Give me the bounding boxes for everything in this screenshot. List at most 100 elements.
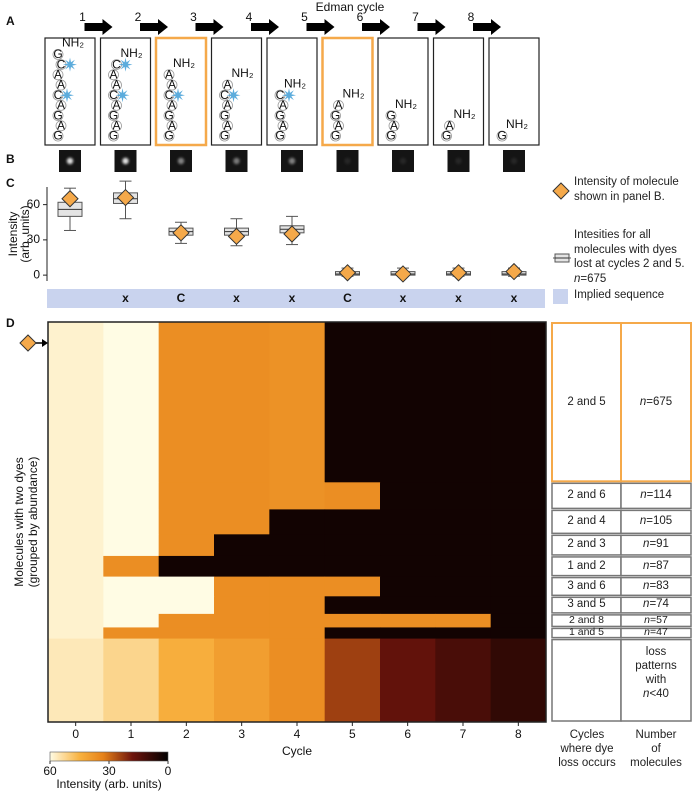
table-cell bbox=[620, 576, 692, 597]
table-cycles: 1 and 2 bbox=[567, 559, 606, 572]
residue: C bbox=[109, 88, 118, 102]
heatmap-cell bbox=[48, 596, 104, 615]
x-tick-label: 4 bbox=[294, 727, 301, 741]
residue: A bbox=[445, 118, 453, 132]
dye-star bbox=[63, 57, 77, 72]
heatmap-cell bbox=[435, 638, 492, 723]
dye-star bbox=[282, 88, 296, 103]
residue: G bbox=[53, 47, 62, 61]
residue-circle bbox=[496, 130, 508, 142]
heatmap-cell bbox=[324, 555, 381, 577]
residue: A bbox=[223, 78, 231, 92]
residue: A bbox=[54, 67, 62, 81]
highlight-point bbox=[172, 224, 190, 242]
residue-circle bbox=[163, 69, 175, 81]
residue: A bbox=[57, 98, 65, 112]
heatmap-cell bbox=[490, 576, 547, 597]
heatmap-cell bbox=[48, 322, 104, 483]
heatmap-cell bbox=[48, 555, 104, 577]
residue: G bbox=[53, 108, 62, 122]
table-count: n=87 bbox=[643, 559, 669, 572]
implied-residue: C bbox=[177, 291, 186, 305]
molecule-spot bbox=[455, 157, 462, 165]
residue-circle bbox=[111, 100, 122, 111]
table-header: Cycles bbox=[569, 729, 605, 741]
heatmap-cell bbox=[380, 627, 436, 639]
residue: A bbox=[223, 98, 231, 112]
residue-circle bbox=[166, 120, 178, 132]
highlight-point bbox=[449, 264, 468, 282]
cycle-number: 1 bbox=[79, 10, 86, 24]
cycle-arrow bbox=[473, 19, 501, 35]
heatmap-cell bbox=[324, 576, 381, 597]
heatmap-cell bbox=[158, 509, 215, 535]
residue-circle bbox=[52, 110, 64, 121]
heatmap-cell bbox=[435, 596, 492, 615]
residue: A bbox=[112, 118, 120, 132]
heatmap-cell bbox=[214, 509, 270, 535]
residue-circle bbox=[55, 100, 67, 111]
residue-circle bbox=[111, 120, 122, 132]
heatmap-cell bbox=[324, 627, 381, 639]
residue-circle bbox=[219, 130, 230, 142]
heatmap-cell bbox=[269, 596, 326, 615]
residue: C bbox=[165, 88, 174, 102]
molecule-spot bbox=[233, 157, 240, 165]
residue: G bbox=[220, 129, 229, 143]
heatmap-cell bbox=[490, 613, 547, 628]
legend-text: shown in panel B. bbox=[574, 191, 665, 203]
heatmap-cell bbox=[324, 613, 381, 628]
heatmap-cell bbox=[435, 576, 492, 597]
heatmap-cell bbox=[158, 322, 215, 483]
panel-label: B bbox=[6, 152, 15, 166]
residue: G bbox=[164, 108, 173, 122]
residue: A bbox=[57, 118, 65, 132]
y-axis-label: Molecules with two dyes bbox=[12, 457, 26, 586]
heatmap-cell bbox=[214, 613, 270, 628]
residue-circle bbox=[163, 130, 175, 142]
colorbar bbox=[49, 751, 169, 762]
x-tick-label: 1 bbox=[128, 727, 135, 741]
heatmap-cell bbox=[269, 482, 326, 510]
heatmap-cell bbox=[158, 613, 215, 628]
peptide-box bbox=[210, 37, 263, 146]
heatmap-cell bbox=[103, 534, 160, 557]
residue-circle bbox=[108, 110, 119, 121]
implied-residue: x bbox=[511, 291, 518, 305]
residue-circle bbox=[52, 49, 64, 60]
heatmap-cell bbox=[48, 613, 104, 628]
heatmap-cell bbox=[490, 596, 547, 615]
heatmap-cell bbox=[435, 482, 492, 510]
residue: G bbox=[275, 108, 284, 122]
heatmap-cell bbox=[324, 482, 381, 510]
heatmap-cell bbox=[214, 576, 270, 597]
colorbar-tick-label: 0 bbox=[165, 764, 172, 778]
cycle-number: 5 bbox=[301, 10, 308, 24]
heatmap-cell bbox=[214, 627, 270, 639]
highlight-point bbox=[394, 265, 412, 283]
table-cell bbox=[620, 509, 692, 535]
table-header: of bbox=[651, 743, 661, 755]
residue: G bbox=[164, 129, 173, 143]
table-count: n=105 bbox=[639, 515, 673, 528]
residue-circle bbox=[385, 110, 397, 121]
residue: G bbox=[331, 129, 340, 143]
residue-circle bbox=[277, 100, 289, 111]
legend-text: molecules with dyes bbox=[574, 243, 677, 256]
cycle-arrow bbox=[195, 19, 224, 35]
heatmap-cell bbox=[269, 555, 326, 577]
table-cell bbox=[620, 534, 692, 556]
heatmap-cell bbox=[48, 627, 104, 639]
heatmap-cell bbox=[158, 596, 215, 615]
dye-star bbox=[171, 88, 185, 103]
heatmap-cell bbox=[490, 555, 547, 577]
table-cell bbox=[551, 322, 622, 483]
heatmap-cell bbox=[158, 576, 215, 597]
x-tick-label: 5 bbox=[349, 727, 356, 741]
dye-star bbox=[115, 88, 130, 103]
table-count: n=114 bbox=[640, 489, 672, 502]
residue: C bbox=[276, 88, 285, 102]
heatmap-cell bbox=[490, 482, 547, 510]
heatmap-cell bbox=[48, 482, 104, 510]
residue-circle bbox=[385, 130, 397, 142]
